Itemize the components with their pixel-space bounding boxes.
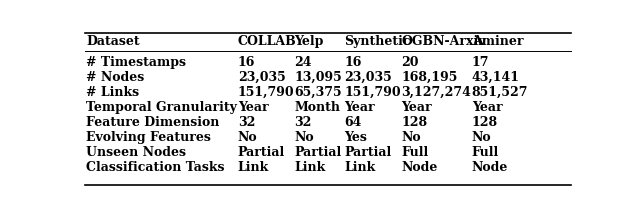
Text: Node: Node <box>472 161 508 174</box>
Text: 17: 17 <box>472 56 490 69</box>
Text: Yes: Yes <box>344 131 367 144</box>
Text: 65,375: 65,375 <box>294 86 342 99</box>
Text: 16: 16 <box>237 56 255 69</box>
Text: 13,095: 13,095 <box>294 71 342 84</box>
Text: 128: 128 <box>472 116 498 129</box>
Text: 32: 32 <box>237 116 255 129</box>
Text: Temporal Granularity: Temporal Granularity <box>86 101 237 114</box>
Text: Feature Dimension: Feature Dimension <box>86 116 220 129</box>
Text: No: No <box>401 131 421 144</box>
Text: Partial: Partial <box>344 146 392 159</box>
Text: # Nodes: # Nodes <box>86 71 144 84</box>
Text: Partial: Partial <box>237 146 285 159</box>
Text: 16: 16 <box>344 56 362 69</box>
Text: 151,790: 151,790 <box>344 86 401 99</box>
Text: No: No <box>237 131 257 144</box>
Text: Month: Month <box>294 101 340 114</box>
Text: 20: 20 <box>401 56 419 69</box>
Text: Node: Node <box>401 161 438 174</box>
Text: Partial: Partial <box>294 146 342 159</box>
Text: # Timestamps: # Timestamps <box>86 56 186 69</box>
Text: 168,195: 168,195 <box>401 71 458 84</box>
Text: Full: Full <box>401 146 429 159</box>
Text: Year: Year <box>344 101 375 114</box>
Text: 43,141: 43,141 <box>472 71 520 84</box>
Text: Unseen Nodes: Unseen Nodes <box>86 146 186 159</box>
Text: Link: Link <box>344 161 376 174</box>
Text: Year: Year <box>237 101 268 114</box>
Text: Link: Link <box>237 161 269 174</box>
Text: COLLAB: COLLAB <box>237 35 296 48</box>
Text: 128: 128 <box>401 116 428 129</box>
Text: Evolving Features: Evolving Features <box>86 131 211 144</box>
Text: Classification Tasks: Classification Tasks <box>86 161 225 174</box>
Text: OGBN-Arxiv: OGBN-Arxiv <box>401 35 486 48</box>
Text: Synthetic: Synthetic <box>344 35 411 48</box>
Text: # Links: # Links <box>86 86 139 99</box>
Text: No: No <box>294 131 314 144</box>
Text: No: No <box>472 131 492 144</box>
Text: Aminer: Aminer <box>472 35 524 48</box>
Text: 64: 64 <box>344 116 362 129</box>
Text: Yelp: Yelp <box>294 35 324 48</box>
Text: Full: Full <box>472 146 499 159</box>
Text: 23,035: 23,035 <box>344 71 392 84</box>
Text: Dataset: Dataset <box>86 35 140 48</box>
Text: 23,035: 23,035 <box>237 71 285 84</box>
Text: Link: Link <box>294 161 326 174</box>
Text: 151,790: 151,790 <box>237 86 294 99</box>
Text: 32: 32 <box>294 116 312 129</box>
Text: Year: Year <box>472 101 502 114</box>
Text: 851,527: 851,527 <box>472 86 529 99</box>
Text: Year: Year <box>401 101 432 114</box>
Text: 24: 24 <box>294 56 312 69</box>
Text: 3,127,274: 3,127,274 <box>401 86 471 99</box>
